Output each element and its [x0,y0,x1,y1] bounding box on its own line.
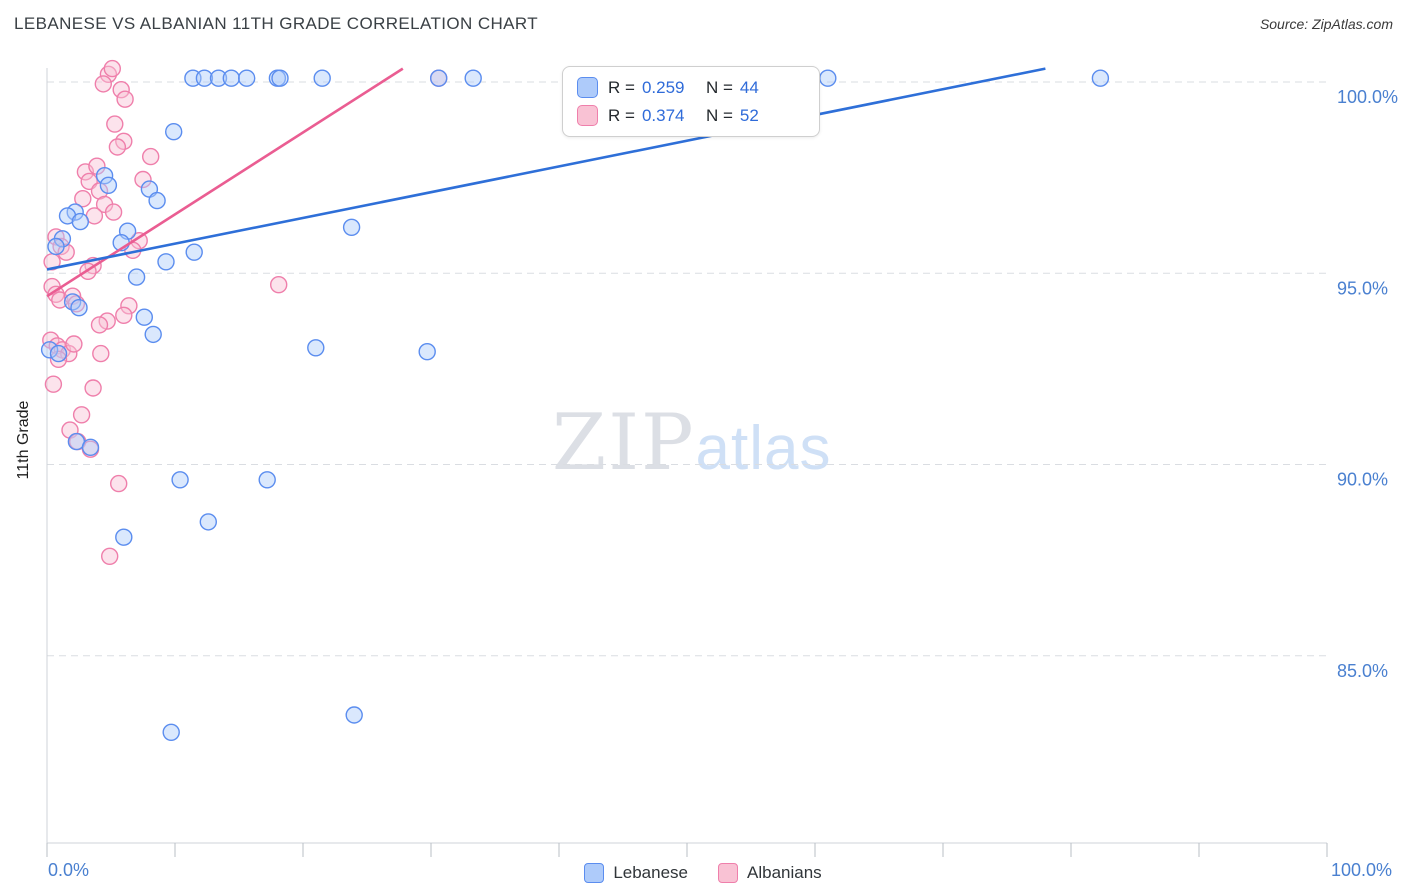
y-axis-title: 11th Grade [15,400,32,480]
r-value: 0.259 [641,77,685,97]
albanians-point [90,316,109,334]
y-tick-label: 90.0% [1337,470,1388,490]
lebanese-swatch-small [584,863,605,883]
n-value: 44 [739,77,759,97]
albanians-point [115,306,133,324]
lebanese-point [127,268,146,286]
albanians-point [57,243,75,261]
albanians-point [47,228,65,246]
albanians-point [103,59,122,78]
lebanese-point [209,69,228,87]
albanians-point [100,547,119,565]
lebanese-point [157,253,175,271]
lebanese-point [70,299,88,317]
albanians-point [74,189,92,208]
lebanese-point [1091,69,1110,87]
albanians-point [141,147,160,166]
albanians-point [270,276,288,294]
legend-item-albanians: Albanians [718,863,822,883]
lebanese-point [185,243,203,261]
albanians-point [72,406,91,424]
lebanese-point [313,69,331,87]
lebanese-label: Lebanese [613,863,688,882]
albanians-swatch-small [718,863,738,883]
y-tick-label: 100.0% [1337,87,1398,107]
n-label: N = [705,77,733,97]
lebanese-point [162,723,180,741]
albanians-point [108,138,127,156]
x-tick-label-min: 0.0% [48,860,89,880]
lebanese-point [99,176,118,195]
albanians-point [94,75,113,93]
lebanese-point [237,69,256,87]
albanians-point [44,375,63,393]
albanians-label: Albanians [747,863,822,882]
lebanese-point [135,308,154,326]
lebanese-point [195,69,214,87]
legend-item-lebanese: Lebanese [584,863,688,883]
lebanese-point [144,325,162,344]
albanians-point [134,170,152,189]
albanians-point [112,80,130,99]
lebanese-point [81,438,100,456]
albanians-point [120,297,138,315]
legend-row-lebanese: R = 0.259 N = 44 [577,77,805,98]
albanians-point [65,335,83,353]
lebanese-point [171,471,189,489]
albanians-swatch [577,105,598,126]
x-tick-label-max: 100.0% [1331,860,1392,880]
lebanese-point [342,218,361,237]
watermark-atlas: atlas [695,414,832,483]
albanians-point [84,379,102,397]
lebanese-point [464,69,482,87]
r-value: 0.374 [641,105,685,125]
lebanese-point [47,237,65,256]
watermark-zip: ZIP [552,398,696,488]
albanians-point [104,203,123,221]
y-tick-label: 85.0% [1337,661,1388,681]
n-label: N = [705,105,733,125]
lebanese-point [148,191,166,210]
chart-title: LEBANESE VS ALBANIAN 11TH GRADE CORRELAT… [14,14,539,33]
series-legend: Lebanese Albanians [0,863,1406,883]
lebanese-swatch [577,77,598,98]
lebanese-point [307,339,325,357]
lebanese-point [199,513,218,531]
albanians-point [116,90,134,108]
lebanese-point [271,69,289,87]
lebanese-point [430,69,448,87]
albanians-point [51,291,69,309]
albanians-point [130,231,148,250]
legend-row-albanians: R = 0.374 N = 52 [577,105,805,126]
n-value: 52 [739,105,759,125]
lebanese-point [418,343,436,361]
correlation-legend: R = 0.259 N = 44 R = 0.374 N = 52 [562,66,820,137]
lebanese-point [95,166,114,185]
albanians-point [106,115,124,133]
lebanese-point [819,69,837,87]
lebanese-point [40,341,59,359]
r-label: R = [608,77,635,97]
source-link[interactable]: Source: ZipAtlas.com [1259,16,1393,32]
r-label: R = [608,105,635,125]
lebanese-trend-line [46,67,1046,271]
lebanese-point [345,706,363,724]
lebanese-point [71,212,90,231]
lebanese-point [164,122,183,141]
lebanese-point [258,471,276,489]
lebanese-point [222,69,241,87]
albanians-point [109,474,128,493]
lebanese-point [115,528,133,546]
lebanese-point [49,344,68,363]
y-tick-label: 95.0% [1337,278,1388,298]
watermark: ZIP atlas [552,398,831,488]
albanians-point [92,344,110,363]
